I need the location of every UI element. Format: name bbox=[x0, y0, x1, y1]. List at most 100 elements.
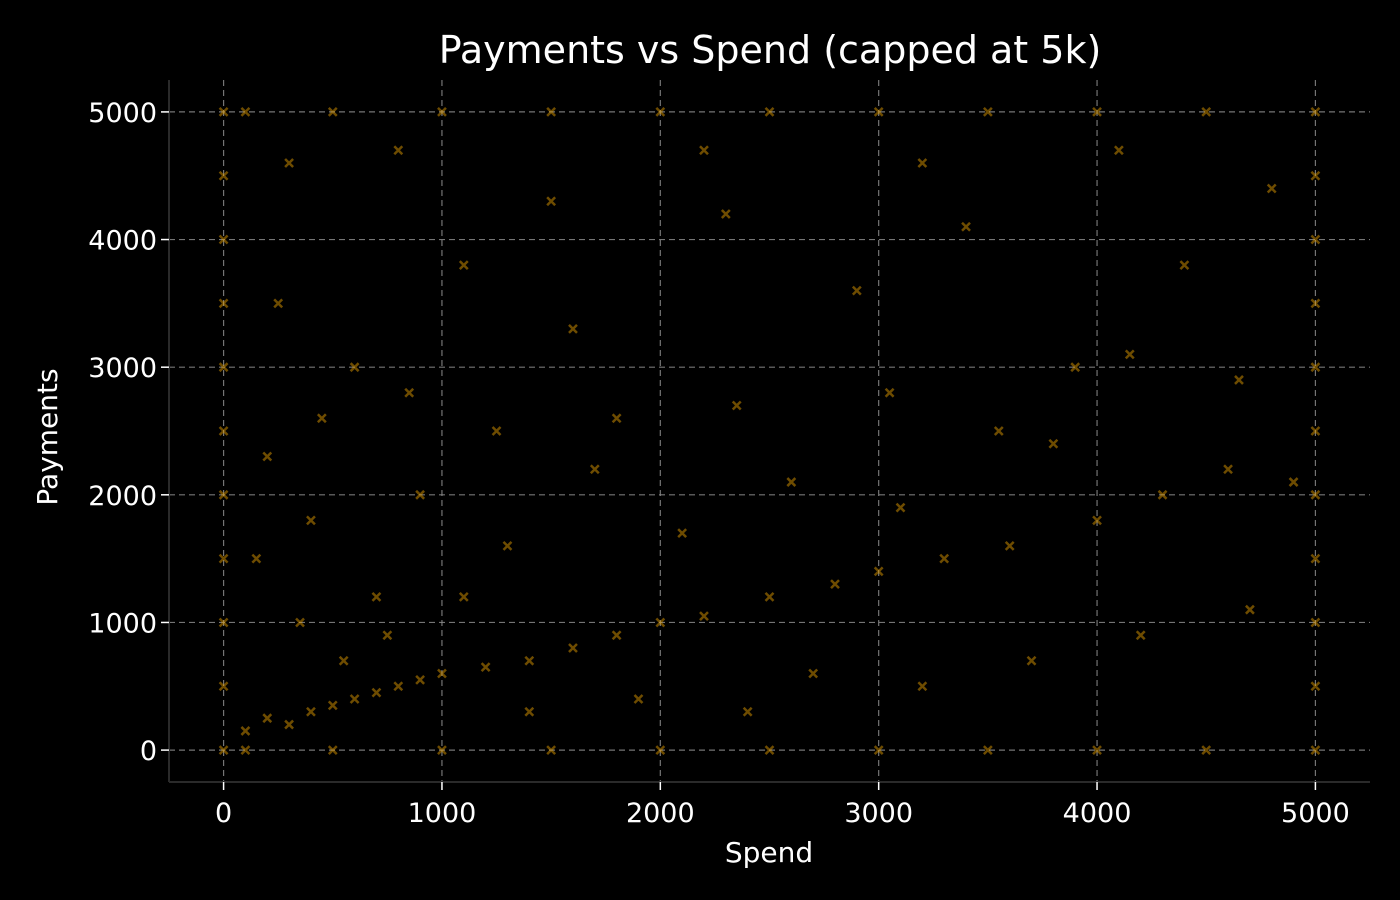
scatter-point bbox=[338, 655, 349, 666]
y-axis-label: Payments bbox=[31, 368, 64, 505]
y-ticks: 0 1000 2000 3000 4000 5000 bbox=[88, 98, 169, 767]
scatter-point bbox=[502, 540, 513, 551]
scatter-point bbox=[273, 298, 284, 309]
scatter-point bbox=[393, 145, 404, 156]
scatter-point bbox=[939, 553, 950, 564]
scatter-point bbox=[764, 592, 775, 602]
scatter-point bbox=[218, 298, 229, 309]
scatter-point bbox=[1157, 489, 1168, 500]
scatter-point bbox=[546, 196, 557, 207]
scatter-point bbox=[1004, 540, 1015, 551]
scatter-point bbox=[218, 553, 229, 564]
scatter-point bbox=[1135, 630, 1146, 641]
scatter-point bbox=[589, 464, 600, 475]
scatter-point bbox=[917, 681, 928, 692]
y-tick-label: 2000 bbox=[88, 481, 157, 512]
scatter-point bbox=[731, 400, 742, 411]
scatter-point bbox=[218, 745, 229, 755]
scatter-point bbox=[786, 477, 797, 487]
scatter-point bbox=[404, 387, 415, 398]
scatter-point bbox=[961, 221, 971, 232]
scatter-point bbox=[742, 706, 753, 717]
scatter-point bbox=[371, 592, 382, 602]
scatter-point bbox=[262, 451, 273, 462]
scatter-point bbox=[349, 362, 360, 373]
scatter-point bbox=[371, 687, 382, 698]
scatter-point bbox=[1310, 426, 1321, 436]
chart-title: Payments vs Spend (capped at 5k) bbox=[439, 28, 1102, 72]
data-points bbox=[218, 107, 1321, 755]
scatter-point bbox=[306, 515, 316, 526]
x-axis-label: Spend bbox=[725, 836, 813, 869]
scatter-point bbox=[720, 209, 731, 219]
scatter-point bbox=[1310, 107, 1321, 117]
scatter-point bbox=[218, 107, 229, 117]
scatter-point bbox=[1310, 489, 1321, 500]
scatter-point bbox=[327, 107, 338, 117]
scatter-point bbox=[218, 170, 229, 181]
scatter-point bbox=[437, 668, 447, 679]
scatter-point bbox=[218, 234, 229, 245]
scatter-point bbox=[415, 675, 426, 685]
y-tick-label: 5000 bbox=[88, 98, 157, 129]
scatter-point bbox=[218, 426, 229, 436]
scatter-point bbox=[830, 579, 840, 590]
scatter-point bbox=[437, 745, 447, 755]
scatter-point bbox=[1092, 107, 1102, 117]
scatter-point bbox=[917, 158, 928, 168]
scatter-point bbox=[1092, 515, 1102, 526]
scatter-point bbox=[316, 413, 327, 424]
x-tick-label: 1000 bbox=[408, 798, 477, 829]
scatter-point bbox=[218, 681, 229, 692]
scatter-point bbox=[480, 662, 491, 673]
scatter-point bbox=[611, 413, 622, 424]
x-tick-label: 4000 bbox=[1063, 798, 1132, 829]
scatter-point bbox=[458, 592, 469, 602]
scatter-point bbox=[218, 362, 229, 373]
scatter-point bbox=[284, 158, 294, 168]
scatter-point bbox=[1113, 145, 1124, 156]
x-ticks: 0 1000 2000 3000 4000 5000 bbox=[215, 782, 1350, 829]
scatter-point bbox=[306, 706, 316, 717]
scatter-point bbox=[349, 694, 360, 704]
scatter-point bbox=[458, 260, 469, 270]
scatter-point bbox=[982, 745, 993, 755]
scatter-point bbox=[415, 489, 426, 500]
scatter-point bbox=[1310, 362, 1321, 373]
scatter-point bbox=[851, 285, 862, 296]
scatter-point bbox=[240, 745, 251, 755]
scatter-point bbox=[1092, 745, 1102, 755]
scatter-point bbox=[633, 694, 644, 704]
scatter-point bbox=[295, 617, 305, 628]
scatter-point bbox=[873, 107, 884, 117]
scatter-point bbox=[1124, 349, 1135, 360]
scatter-point bbox=[437, 107, 447, 117]
y-tick-label: 4000 bbox=[88, 226, 157, 257]
scatter-point bbox=[1223, 464, 1233, 475]
scatter-point bbox=[1070, 362, 1081, 373]
scatter-point bbox=[655, 745, 666, 755]
scatter-point bbox=[251, 553, 262, 564]
scatter-point bbox=[1310, 745, 1321, 755]
y-tick-label: 3000 bbox=[88, 353, 157, 384]
scatter-point bbox=[218, 617, 229, 628]
scatter-point bbox=[327, 700, 338, 711]
scatter-point bbox=[1310, 681, 1321, 692]
scatter-point bbox=[568, 324, 578, 334]
scatter-point bbox=[699, 611, 709, 621]
scatter-point bbox=[491, 426, 502, 436]
scatter-point bbox=[393, 681, 404, 692]
scatter-point bbox=[699, 145, 709, 156]
x-tick-label: 0 bbox=[215, 798, 232, 829]
scatter-point bbox=[1201, 107, 1212, 117]
scatter-point bbox=[1179, 260, 1190, 270]
scatter-point bbox=[524, 706, 535, 717]
scatter-point bbox=[262, 713, 273, 724]
scatter-point bbox=[546, 745, 557, 755]
scatter-point bbox=[873, 566, 884, 577]
scatter-point bbox=[240, 107, 251, 117]
scatter-point bbox=[1310, 617, 1321, 628]
scatter-point bbox=[655, 617, 666, 628]
scatter-point bbox=[1234, 375, 1244, 385]
